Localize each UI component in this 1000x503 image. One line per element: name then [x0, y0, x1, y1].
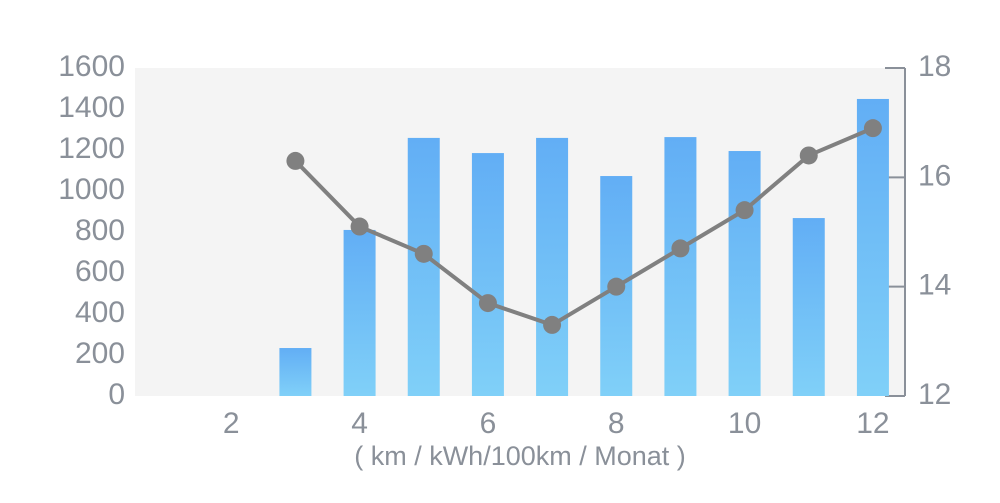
line-point	[286, 151, 305, 170]
bar	[407, 137, 440, 396]
bar	[728, 151, 761, 396]
y-tick-label: 400	[75, 296, 125, 329]
y-tick-label: 1600	[58, 50, 125, 83]
bar	[471, 153, 504, 396]
y2-tick-label: 14	[918, 269, 951, 302]
line-point	[414, 244, 433, 263]
line-point	[543, 315, 562, 334]
x-tick-label: 6	[480, 407, 497, 440]
bar	[792, 218, 825, 396]
line-point	[607, 277, 626, 296]
x-tick-label: 10	[728, 407, 761, 440]
line-point	[478, 294, 497, 313]
bar	[856, 98, 889, 396]
x-axis-label: ( km / kWh/100km / Monat )	[354, 441, 686, 471]
line-point	[350, 217, 369, 236]
bar	[536, 137, 569, 396]
y2-tick-label: 16	[918, 159, 951, 192]
x-tick-label: 12	[856, 407, 889, 440]
bar	[343, 229, 376, 396]
y2-tick-label: 18	[918, 50, 951, 83]
y-tick-label: 800	[75, 214, 125, 247]
line-point	[799, 146, 818, 165]
y2-tick-label: 12	[918, 378, 951, 411]
y-tick-label: 1200	[58, 132, 125, 165]
x-tick-label: 4	[351, 407, 368, 440]
line-point	[863, 119, 882, 138]
x-tick-label: 2	[223, 407, 240, 440]
y-tick-label: 200	[75, 337, 125, 370]
y-tick-label: 0	[108, 378, 125, 411]
line-point	[671, 239, 690, 258]
plot-area	[135, 68, 905, 396]
y-tick-label: 1400	[58, 91, 125, 124]
x-tick-label: 8	[608, 407, 625, 440]
y-tick-label: 1000	[58, 173, 125, 206]
y-tick-label: 600	[75, 255, 125, 288]
bar	[279, 348, 312, 396]
line	[293, 126, 874, 328]
bar	[664, 137, 697, 396]
line-point	[735, 201, 754, 220]
